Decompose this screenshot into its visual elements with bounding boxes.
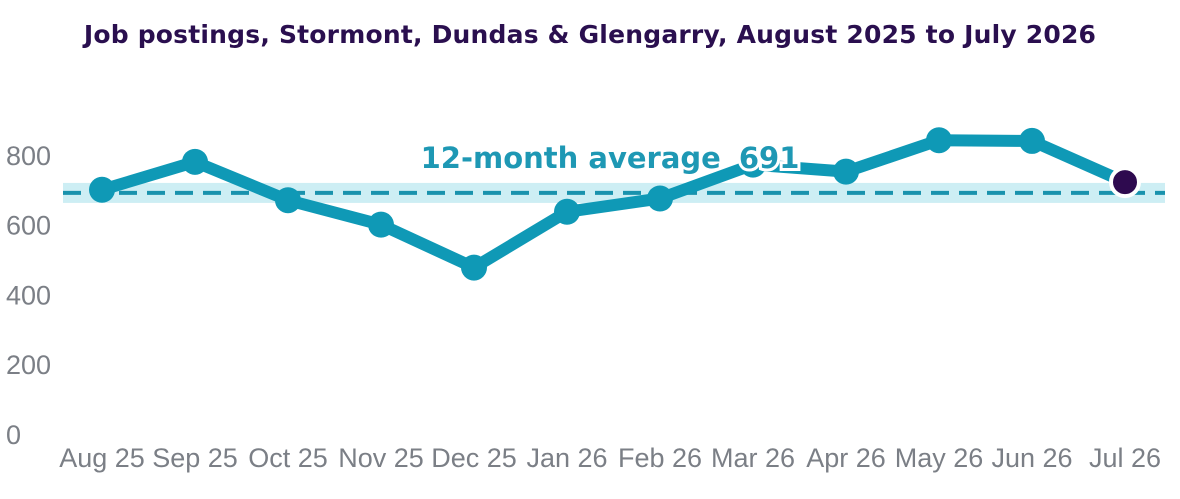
x-tick-label: Jan 26 (526, 443, 607, 473)
x-tick-label: Jun 26 (991, 443, 1072, 473)
y-tick-label: 200 (6, 350, 51, 380)
data-point (647, 185, 673, 212)
data-point (182, 148, 208, 175)
average-label: 12-month average 691 (421, 141, 800, 175)
average-band-layer (63, 182, 1165, 203)
x-tick-label: Mar 26 (711, 443, 795, 473)
data-point (368, 211, 394, 238)
y-tick-label: 400 (6, 280, 51, 310)
x-tick-label: Sep 25 (152, 443, 238, 473)
series-line (96, 134, 1131, 274)
x-axis: Aug 25 Sep 25 Oct 25 Nov 25 Dec 25 Jan 26 Feb … (59, 443, 1161, 473)
data-point (1019, 127, 1045, 154)
series-layer (89, 127, 1141, 281)
data-point (461, 254, 487, 281)
x-tick-label: Nov 25 (338, 443, 424, 473)
x-tick-label: Jul 26 (1089, 443, 1161, 473)
data-point (554, 198, 580, 225)
x-tick-label: Feb 26 (618, 443, 702, 473)
average-band (63, 182, 1165, 203)
y-axis: 0 200 400 600 800 (6, 141, 51, 450)
y-tick-label: 800 (6, 141, 51, 171)
x-tick-label: Aug 25 (59, 443, 145, 473)
x-tick-label: Dec 25 (431, 443, 517, 473)
data-point-latest (1109, 166, 1141, 199)
data-point (89, 176, 115, 203)
x-tick-label: Oct 25 (248, 443, 328, 473)
y-tick-label: 0 (6, 420, 21, 450)
data-point (926, 127, 952, 154)
data-point (740, 151, 766, 178)
y-tick-label: 600 (6, 211, 51, 241)
data-point (833, 158, 859, 185)
x-tick-label: Apr 26 (806, 443, 886, 473)
data-point (275, 187, 301, 214)
x-tick-label: May 26 (895, 443, 984, 473)
average-label-value: 691 (739, 141, 800, 175)
chart-title: Job postings, Stormont, Dundas & Glengar… (83, 20, 1097, 49)
average-label-text: 12-month average (421, 141, 721, 175)
